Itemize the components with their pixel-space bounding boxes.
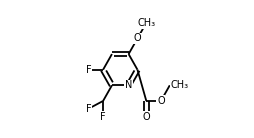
Text: N: N xyxy=(125,80,132,90)
Text: CH₃: CH₃ xyxy=(137,18,155,28)
Text: O: O xyxy=(134,33,141,43)
Text: F: F xyxy=(86,65,91,75)
Text: CH₃: CH₃ xyxy=(170,80,188,90)
Text: O: O xyxy=(157,96,165,106)
Text: O: O xyxy=(142,112,150,122)
Text: F: F xyxy=(86,104,91,114)
Text: F: F xyxy=(100,112,106,122)
